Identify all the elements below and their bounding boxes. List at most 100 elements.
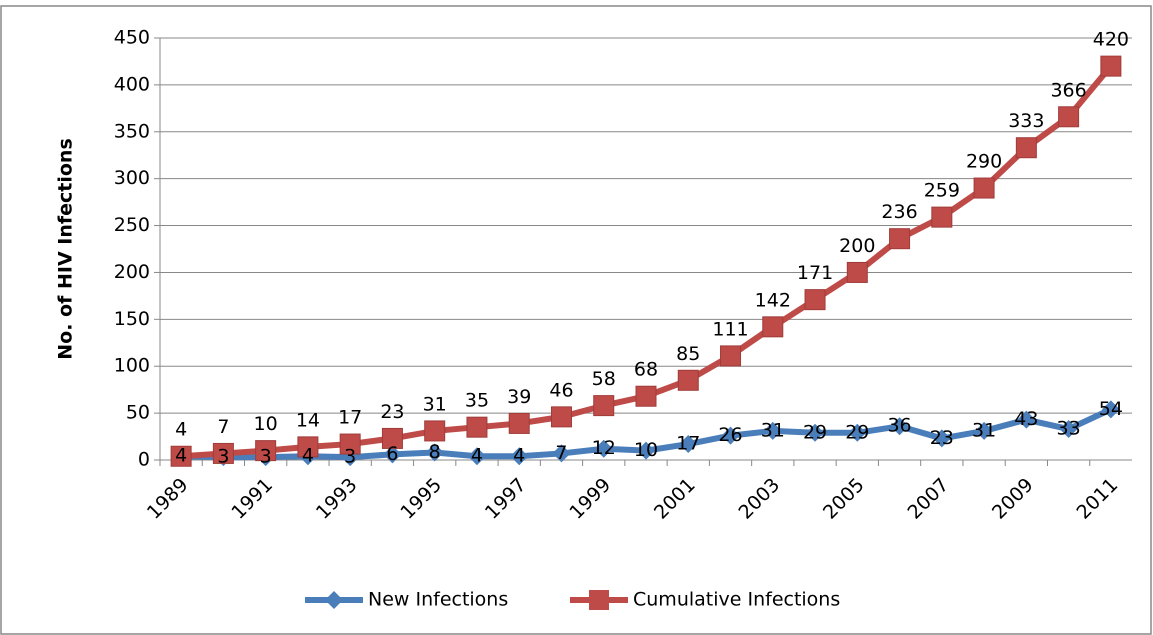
data-label: 171 — [797, 262, 833, 284]
marker — [932, 429, 951, 448]
data-label: 420 — [1093, 29, 1129, 51]
data-label: 39 — [507, 386, 531, 408]
data-label: 3 — [344, 446, 356, 468]
x-tick-label: 1999 — [565, 474, 615, 524]
marker — [720, 345, 742, 367]
data-label: 7 — [217, 416, 229, 438]
data-label: 29 — [803, 421, 827, 443]
data-label: 31 — [761, 419, 785, 441]
y-tick-label: 400 — [114, 73, 150, 95]
marker — [170, 445, 192, 467]
y-tick-label: 0 — [138, 449, 150, 471]
y-tick-label: 450 — [114, 27, 150, 49]
data-label: 35 — [465, 390, 489, 412]
y-tick-label: 350 — [114, 120, 150, 142]
x-tick-label: 2001 — [650, 474, 700, 524]
marker — [762, 316, 784, 338]
data-label: 26 — [718, 424, 742, 446]
marker — [1017, 410, 1036, 429]
data-label: 12 — [592, 437, 616, 459]
data-label: 10 — [254, 413, 278, 435]
data-label: 7 — [555, 442, 567, 464]
marker — [425, 443, 444, 462]
data-label: 43 — [1014, 408, 1038, 430]
data-label: 366 — [1050, 79, 1086, 101]
marker — [424, 420, 446, 442]
marker — [383, 445, 402, 464]
data-label: 46 — [549, 379, 573, 401]
data-label: 3 — [217, 446, 229, 468]
marker — [975, 421, 994, 440]
x-tick-label: 2009 — [988, 474, 1038, 524]
marker — [721, 426, 740, 445]
legend-label: New Infections — [368, 589, 508, 611]
x-tick-label: 1991 — [227, 474, 277, 524]
data-label: 4 — [513, 445, 525, 467]
data-label: 31 — [972, 419, 996, 441]
data-label: 8 — [429, 441, 441, 463]
x-tick-label: 2003 — [734, 474, 784, 524]
marker — [1015, 137, 1037, 159]
data-label: 4 — [175, 445, 187, 467]
x-tick-label: 2011 — [1073, 474, 1123, 524]
data-label: 111 — [712, 318, 748, 340]
marker — [763, 421, 782, 440]
data-label: 4 — [175, 419, 187, 441]
marker — [550, 406, 572, 428]
marker — [212, 442, 234, 464]
y-tick-label: 100 — [114, 355, 150, 377]
marker — [677, 369, 699, 391]
data-label: 3 — [260, 446, 272, 468]
data-label: 6 — [386, 443, 398, 465]
data-label: 33 — [1057, 418, 1081, 440]
legend-marker — [589, 590, 609, 610]
marker — [297, 436, 319, 458]
x-tick-label: 1989 — [143, 474, 193, 524]
marker — [552, 444, 571, 463]
data-label: 14 — [296, 409, 320, 431]
data-label: 17 — [676, 433, 700, 455]
marker — [508, 412, 530, 434]
marker — [846, 261, 868, 283]
legend-marker — [325, 591, 343, 609]
y-tick-label: 150 — [114, 308, 150, 330]
x-tick-label: 1993 — [312, 474, 362, 524]
data-label: 4 — [302, 445, 314, 467]
marker — [637, 441, 655, 460]
marker — [1059, 420, 1078, 439]
data-label: 36 — [887, 415, 911, 437]
data-label: 259 — [924, 180, 960, 202]
marker — [339, 433, 361, 455]
x-tick-label: 1995 — [396, 474, 446, 524]
marker — [466, 416, 488, 438]
x-tick-label: 2005 — [819, 474, 869, 524]
data-label: 58 — [592, 368, 616, 390]
data-label: 142 — [755, 289, 791, 311]
y-tick-label: 250 — [114, 214, 150, 236]
marker — [255, 440, 277, 462]
marker — [635, 385, 657, 407]
data-label: 29 — [845, 421, 869, 443]
marker — [973, 177, 995, 199]
data-label: 23 — [930, 427, 954, 449]
y-tick-label: 200 — [114, 261, 150, 283]
data-label: 200 — [839, 235, 875, 257]
data-label: 23 — [380, 401, 404, 423]
data-label: 4 — [471, 445, 483, 467]
marker — [381, 427, 403, 449]
marker — [594, 439, 613, 458]
y-axis-title: No. of HIV Infections — [55, 138, 77, 360]
legend-label: Cumulative Infections — [633, 589, 840, 611]
data-label: 31 — [423, 393, 447, 415]
marker — [848, 423, 867, 442]
x-tick-label: 1997 — [481, 474, 531, 524]
marker — [806, 423, 825, 442]
marker — [593, 395, 615, 417]
frame — [0, 5, 1152, 635]
data-label: 17 — [338, 407, 362, 429]
data-label: 85 — [676, 343, 700, 365]
y-tick-label: 50 — [126, 402, 150, 424]
marker — [890, 417, 909, 436]
data-label: 290 — [966, 151, 1002, 173]
data-label: 333 — [1008, 110, 1044, 132]
